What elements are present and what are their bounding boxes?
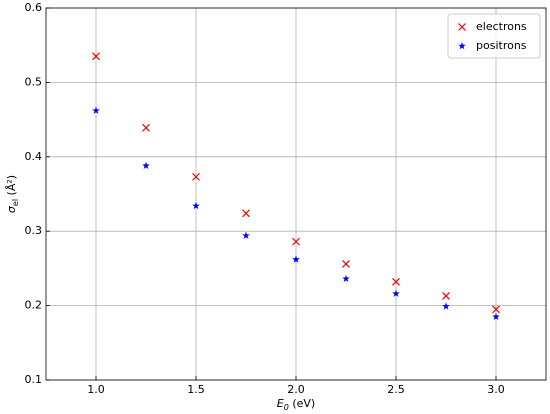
point — [492, 312, 500, 320]
point — [242, 209, 250, 218]
point — [192, 172, 200, 181]
legend-marker — [458, 23, 466, 31]
point — [242, 231, 250, 239]
point — [342, 260, 350, 268]
point — [292, 255, 300, 263]
y-tick-label: 0.5 — [25, 75, 43, 88]
legend-label: positrons — [476, 39, 527, 52]
point — [92, 52, 100, 61]
y-tick-label: 0.2 — [25, 299, 43, 312]
y-label-sub: el — [11, 199, 20, 206]
legend-marker — [458, 42, 466, 50]
x-label-symbol: E — [277, 397, 284, 410]
legend-label: electrons — [476, 20, 527, 33]
point — [192, 201, 200, 210]
y-tick-label: 0.6 — [25, 1, 43, 14]
point — [292, 237, 300, 246]
point — [392, 277, 400, 286]
legend-box — [447, 13, 541, 59]
x-tick-label: 3.0 — [487, 383, 505, 396]
point — [392, 289, 400, 297]
x-label-sub: 0 — [284, 403, 289, 412]
x-tick-label: 2.0 — [287, 383, 305, 396]
y-tick-label: 0.1 — [25, 373, 43, 386]
x-tick-label: 2.5 — [387, 383, 405, 396]
x-tick-label: 1.5 — [187, 383, 205, 396]
point — [142, 123, 150, 132]
point — [342, 274, 350, 283]
y-tick-label: 0.3 — [25, 224, 43, 237]
point — [442, 302, 450, 310]
y-label-unit: (Å²) — [5, 175, 18, 199]
point — [92, 106, 100, 114]
point — [492, 305, 500, 314]
y-label-symbol: σ — [5, 205, 18, 213]
point — [142, 161, 150, 169]
point — [442, 292, 450, 300]
y-axis-label: σel (Å²) — [5, 175, 20, 213]
y-tick-label: 0.4 — [25, 150, 43, 163]
x-tick-label: 1.0 — [87, 383, 105, 396]
x-axis-label: E0 (eV) — [277, 397, 315, 412]
grid — [46, 7, 546, 381]
x-label-unit: (eV) — [289, 397, 315, 410]
